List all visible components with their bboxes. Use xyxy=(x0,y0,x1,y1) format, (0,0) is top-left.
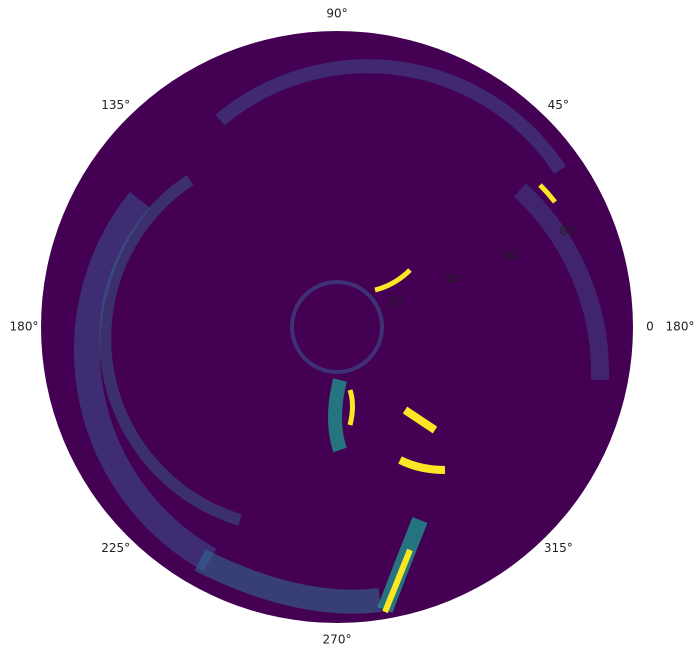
echo-band xyxy=(194,549,382,614)
radar-echoes xyxy=(74,59,610,614)
echo-core xyxy=(402,406,438,434)
theta-tick-label: 0 xyxy=(646,320,654,334)
theta-tick-label: 270° xyxy=(323,633,352,647)
echo-core xyxy=(382,548,413,614)
theta-tick-label: 180° xyxy=(10,320,39,334)
theta-tick-label: 315° xyxy=(544,541,573,555)
echo-ring xyxy=(215,59,566,174)
echo-ring xyxy=(99,175,242,526)
echo-ring xyxy=(74,191,217,572)
echo-core xyxy=(347,389,355,426)
polar-background xyxy=(41,31,633,623)
echo-core xyxy=(538,183,557,204)
r-tick-label: 80 xyxy=(560,224,575,238)
theta-tick-label: 45° xyxy=(548,98,569,112)
theta-tick-label: 90° xyxy=(326,7,347,21)
neighbor-label: 180° xyxy=(666,320,695,334)
echo-core xyxy=(374,268,412,293)
echo-core xyxy=(398,456,446,474)
theta-tick-label: 135° xyxy=(101,98,130,112)
r-tick-label: 60 xyxy=(502,248,517,262)
theta-tick-label: 225° xyxy=(101,541,130,555)
echo-ring xyxy=(513,183,610,381)
r-tick-label: 40 xyxy=(445,272,460,286)
echo-ring xyxy=(290,280,384,374)
r-tick-label: 20 xyxy=(387,296,402,310)
echo-band xyxy=(328,378,347,453)
